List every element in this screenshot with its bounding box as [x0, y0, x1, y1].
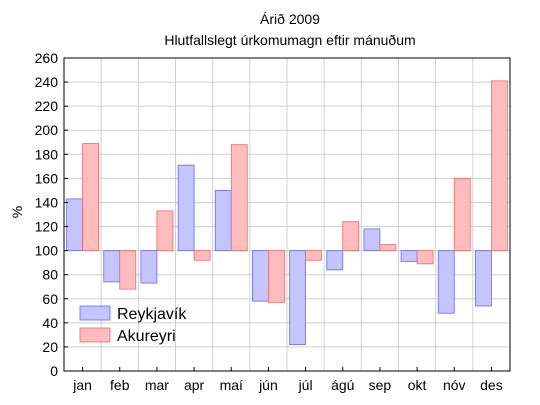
plot-frame — [63, 57, 511, 372]
bar-akureyri-feb — [119, 250, 137, 290]
bar-akureyri-ágú — [342, 221, 360, 252]
bar-akureyri-jún — [268, 250, 285, 303]
x-tick-label-mar: mar — [145, 377, 169, 393]
bar-reykjavík-des — [475, 250, 492, 307]
y-tick-label: 60 — [42, 291, 58, 307]
x-tick-label-ágú: ágú — [331, 377, 354, 393]
bar-akureyri-maí — [230, 144, 248, 252]
bar-reykjavík-júl — [289, 250, 306, 345]
y-tick-label: 140 — [35, 194, 59, 210]
y-tick-label: 220 — [35, 98, 59, 114]
legend-label-reykjavík: Reykjavík — [117, 306, 187, 323]
legend-swatch-akureyri — [79, 327, 111, 343]
bar-akureyri-nóv — [453, 177, 471, 252]
y-tick-label: 160 — [35, 170, 59, 186]
y-tick-label: 0 — [50, 363, 58, 379]
x-tick-label-okt: okt — [408, 377, 427, 393]
grid — [64, 58, 510, 371]
bar-akureyri-apr — [193, 250, 211, 261]
bar-reykjavík-jún — [252, 250, 269, 302]
y-tick-label: 200 — [35, 122, 59, 138]
bar-akureyri-jan — [82, 143, 99, 252]
x-tick-label-sep: sep — [369, 377, 392, 393]
bar-reykjavík-jan — [66, 198, 83, 252]
bars — [66, 80, 508, 345]
y-tick-label: 240 — [35, 74, 59, 90]
x-tick-label-jún: jún — [258, 377, 278, 393]
bar-reykjavík-sep — [363, 228, 381, 252]
x-tick-label-feb: feb — [110, 377, 130, 393]
legend-swatch-reykjavík — [79, 305, 111, 321]
bar-akureyri-des — [491, 80, 508, 252]
bar-reykjavík-feb — [103, 250, 121, 283]
x-tick-label-júl: júl — [298, 377, 313, 393]
x-tick-label-apr: apr — [184, 377, 205, 393]
y-tick-label: 100 — [35, 243, 59, 259]
bar-reykjavík-nóv — [437, 250, 455, 314]
x-tick-label-jan: jan — [72, 377, 92, 393]
x-tick-label-maí: maí — [220, 377, 243, 393]
bar-akureyri-okt — [416, 250, 434, 265]
bar-akureyri-mar — [156, 210, 174, 252]
legend-label-akureyri: Akureyri — [117, 328, 176, 345]
y-axis-ticks: 0 20 40 60 80 100 120 140 160 180 200 220 240 260 — [35, 50, 68, 379]
y-tick-label: 180 — [35, 146, 59, 162]
y-tick-label: 120 — [35, 219, 59, 235]
bar-akureyri-sep — [379, 244, 397, 252]
chart-title: Árið 2009 — [260, 11, 320, 27]
bar-reykjavík-apr — [177, 164, 195, 252]
bar-reykjavík-okt — [400, 250, 418, 262]
bar-reykjavík-maí — [214, 190, 232, 252]
x-tick-label-nóv: nóv — [443, 377, 466, 393]
y-tick-label: 260 — [35, 50, 59, 66]
chart-subtitle: Hlutfallslegt úrkomumagn eftir mánuðum — [164, 32, 415, 48]
bar-reykjavík-ágú — [326, 250, 344, 271]
bar-reykjavík-mar — [140, 250, 158, 284]
x-axis-ticks: jan feb mar apr maí jún júl ágú sep okt nóv des — [72, 367, 503, 393]
y-tick-label: 80 — [42, 267, 58, 283]
x-tick-label-des: des — [480, 377, 503, 393]
y-tick-label: 40 — [42, 315, 58, 331]
y-axis-label: % — [9, 206, 25, 218]
bar-akureyri-júl — [305, 250, 322, 261]
legend: Reykjavík Akureyri — [79, 305, 187, 345]
y-tick-label: 20 — [42, 339, 58, 355]
